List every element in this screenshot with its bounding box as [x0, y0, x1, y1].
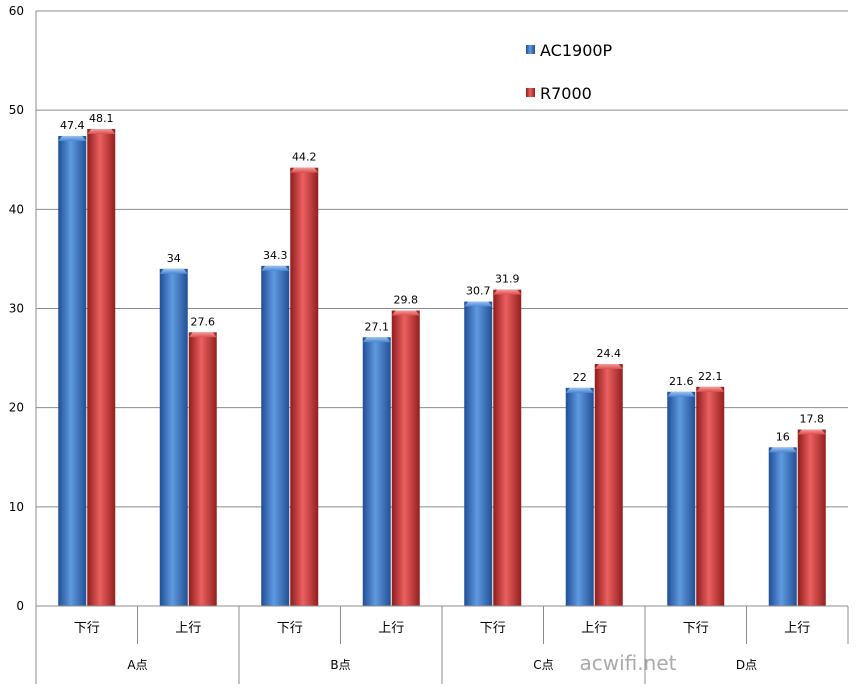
bar-body [493, 289, 522, 606]
x-category-label: 下行 [277, 621, 303, 636]
x-group-label: C点 [533, 658, 553, 672]
data-label: 31.9 [495, 273, 520, 286]
bar-body [362, 337, 391, 606]
y-tick-label: 0 [16, 599, 24, 613]
watermark: acwifi.net [580, 651, 677, 675]
bar-ac1900p [159, 268, 188, 606]
y-tick-label: 60 [9, 4, 24, 18]
bar-body [58, 135, 87, 606]
x-group-label: B点 [330, 658, 350, 672]
data-label: 22.1 [698, 370, 723, 383]
bar-r7000 [290, 167, 319, 606]
x-category-label: 下行 [74, 621, 100, 636]
bar-top-bevel [87, 129, 116, 135]
bar-body [667, 391, 696, 606]
data-label: 30.7 [466, 285, 491, 298]
bar-body [188, 332, 217, 606]
legend-swatch [526, 88, 535, 97]
data-label: 27.6 [191, 315, 216, 328]
y-tick-label: 20 [9, 401, 24, 415]
data-label: 44.2 [292, 151, 317, 164]
bar-r7000 [188, 332, 217, 606]
bar-top-bevel [261, 265, 290, 271]
bar-ac1900p [261, 265, 290, 606]
y-tick-label: 40 [9, 202, 24, 216]
bar-top-bevel [594, 364, 623, 370]
bar-body [464, 301, 493, 606]
data-label: 27.1 [365, 320, 390, 333]
legend-label: R7000 [540, 84, 592, 103]
x-category-label: 上行 [784, 621, 810, 636]
data-label: 29.8 [394, 293, 419, 306]
bar-body [594, 364, 623, 606]
bar-r7000 [493, 289, 522, 606]
bar-body [391, 310, 420, 606]
bar-top-bevel [667, 391, 696, 397]
bar-r7000 [87, 129, 116, 606]
data-label: 24.4 [597, 347, 622, 360]
legend-label: AC1900P [540, 41, 613, 60]
data-label: 22 [573, 371, 587, 384]
bar-top-bevel [188, 332, 217, 338]
bar-top-bevel [159, 268, 188, 274]
bar-body [159, 268, 188, 606]
data-label: 17.8 [800, 412, 825, 425]
x-category-label: 上行 [175, 621, 201, 636]
bar-body [261, 265, 290, 606]
bar-ac1900p [667, 391, 696, 606]
bar-top-bevel [58, 135, 87, 141]
bar-body [768, 447, 797, 606]
bar-body [290, 167, 319, 606]
bar-body [797, 429, 826, 606]
bar-body [565, 387, 594, 606]
bar-ac1900p [464, 301, 493, 606]
data-label: 34 [167, 252, 181, 265]
bar-top-bevel [696, 386, 725, 392]
bar-top-bevel [362, 337, 391, 343]
bar-ac1900p [58, 135, 87, 606]
data-label: 34.3 [263, 249, 288, 262]
bar-top-bevel [290, 167, 319, 173]
bar-ac1900p [768, 447, 797, 606]
bar-r7000 [594, 364, 623, 606]
legend-swatch [526, 45, 535, 54]
bar-body [696, 386, 725, 606]
bar-top-bevel [768, 447, 797, 453]
bar-r7000 [797, 429, 826, 606]
data-label: 47.4 [60, 119, 85, 132]
bar-r7000 [391, 310, 420, 606]
x-category-label: 下行 [683, 621, 709, 636]
bar-top-bevel [464, 301, 493, 307]
x-category-label: 下行 [480, 621, 506, 636]
data-label: 21.6 [669, 375, 694, 388]
bar-top-bevel [565, 387, 594, 393]
data-label: 16 [776, 430, 790, 443]
data-label: 48.1 [89, 112, 114, 125]
x-group-label: A点 [127, 658, 147, 672]
bar-top-bevel [391, 310, 420, 316]
y-tick-label: 50 [9, 103, 24, 117]
bar-ac1900p [362, 337, 391, 606]
bar-body [87, 129, 116, 606]
y-tick-label: 30 [9, 302, 24, 316]
bar-ac1900p [565, 387, 594, 606]
bar-r7000 [696, 386, 725, 606]
y-tick-label: 10 [9, 500, 24, 514]
x-category-label: 上行 [378, 621, 404, 636]
bar-top-bevel [493, 289, 522, 295]
bar-top-bevel [797, 429, 826, 435]
x-category-label: 上行 [581, 621, 607, 636]
x-group-label: D点 [736, 658, 757, 672]
